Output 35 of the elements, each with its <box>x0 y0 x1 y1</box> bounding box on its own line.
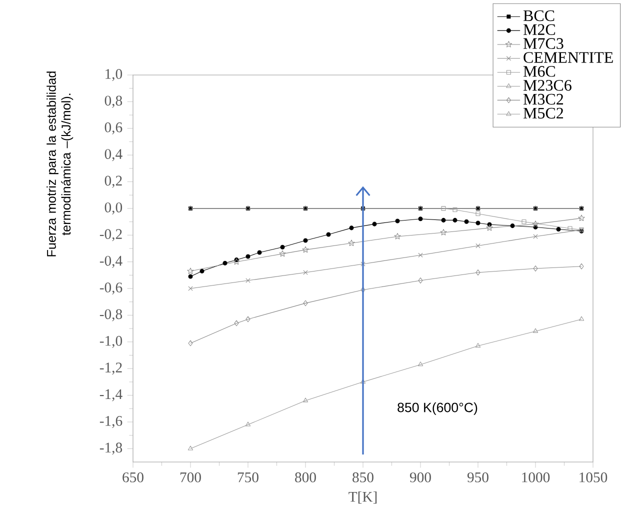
y-tick-label: -1,2 <box>100 362 122 375</box>
ref-line-label: 850 K(600°C) <box>398 402 478 415</box>
legend-label: M2C <box>523 24 556 36</box>
legend-label: M6C <box>523 66 556 77</box>
x-tick-label: 1000 <box>522 472 550 482</box>
x-tick-label: 700 <box>180 472 201 482</box>
x-axis-title: T[K] <box>348 491 377 504</box>
y-tick-label: 0,4 <box>104 149 122 162</box>
x-tick-label: 1050 <box>580 472 608 482</box>
x-tick-label: 900 <box>410 472 431 482</box>
y-tick-label: 0,6 <box>104 122 122 134</box>
y-tick-label: -0,2 <box>100 229 122 242</box>
legend-label: BCC <box>523 10 554 22</box>
legend-label: M3C2 <box>523 94 564 105</box>
legend-label: M23C6 <box>523 80 572 91</box>
y-axis-title: Fuerza motriz para la estabilidad termodinámica –(kJ/mol). <box>46 72 74 256</box>
x-tick-label: 800 <box>295 472 316 482</box>
legend-label: M7C3 <box>523 38 564 49</box>
y-tick-label: -0,6 <box>100 282 122 295</box>
y-tick-label: 0,2 <box>104 176 122 188</box>
y-tick-label: -1,0 <box>100 336 122 348</box>
y-tick-label: -0,4 <box>100 256 122 268</box>
legend-label: M5C2 <box>523 108 564 119</box>
x-tick-label: 950 <box>467 472 488 482</box>
y-tick-label: 0,0 <box>104 202 122 214</box>
y-tick-label: 0,8 <box>104 96 122 108</box>
y-tick-label: -1,6 <box>100 416 122 428</box>
legend-label: CEMENTITE <box>524 52 613 63</box>
x-tick-label: 850 <box>352 472 374 482</box>
x-tick-label: 650 <box>122 472 144 482</box>
y-tick-label: 1,0 <box>106 69 122 82</box>
y-tick-label: -1,8 <box>100 442 122 455</box>
y-tick-label: -0,8 <box>100 309 122 322</box>
y-tick-label: -1,4 <box>100 389 122 402</box>
x-tick-label: 750 <box>238 472 258 482</box>
